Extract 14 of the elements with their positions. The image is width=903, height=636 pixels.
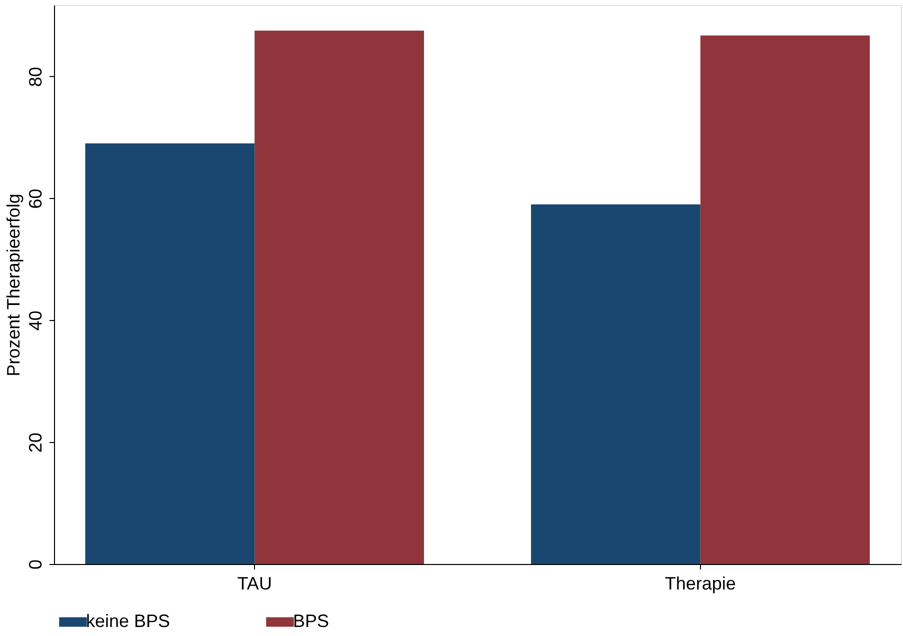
bar [530, 204, 700, 564]
legend-label: keine BPS [86, 611, 170, 631]
bar [700, 35, 870, 564]
x-tick-label: Therapie [664, 574, 736, 594]
y-tick-label: 0 [26, 559, 46, 570]
legend-label: BPS [293, 611, 330, 631]
y-tick-label: 20 [26, 432, 46, 453]
bar [254, 30, 424, 564]
x-tick-label: TAU [237, 574, 272, 594]
y-tick-label: 40 [26, 310, 46, 331]
y-axis-title: Prozent Therapieerfolg [4, 194, 24, 376]
bar [85, 143, 255, 564]
y-tick-label: 80 [26, 66, 46, 87]
y-tick-label: 60 [26, 188, 46, 209]
